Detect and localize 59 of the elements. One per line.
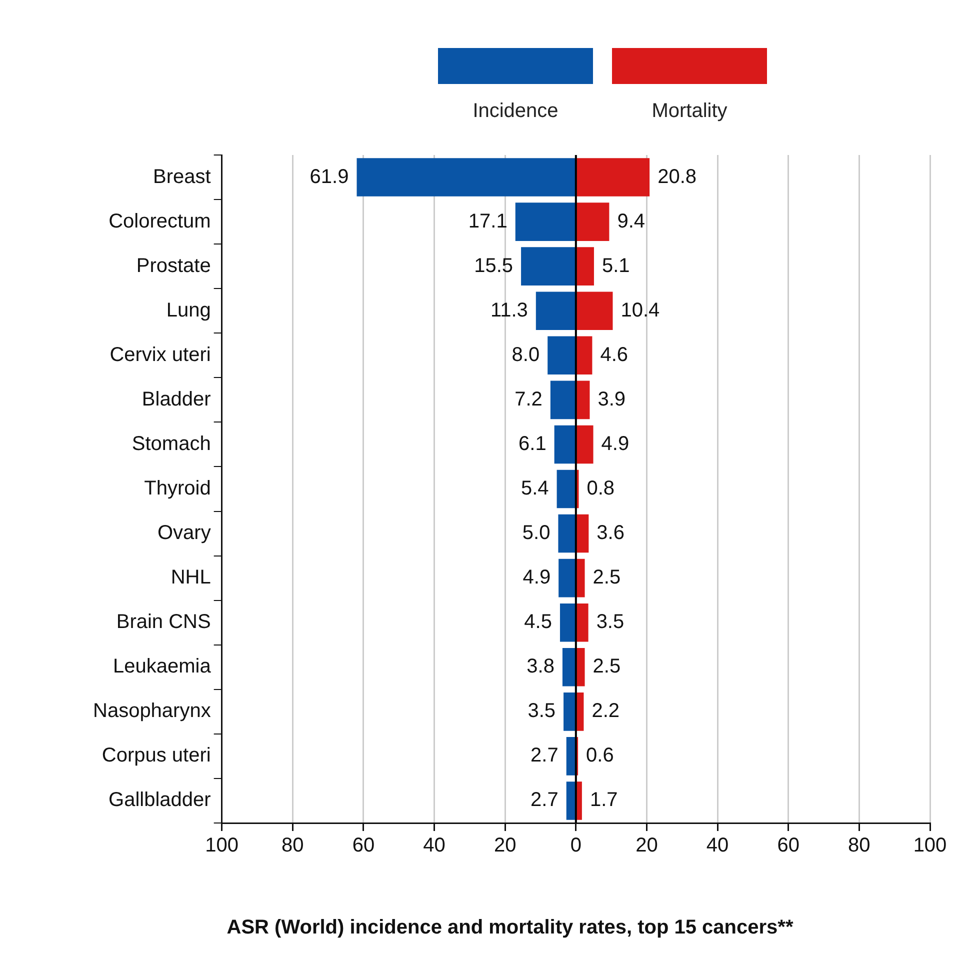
data-label: 3.9 [598, 388, 626, 410]
data-label: 20.8 [658, 166, 697, 188]
x-tick-label: 40 [706, 834, 729, 857]
data-label: 1.7 [590, 789, 618, 812]
data-label: 5.1 [602, 254, 630, 277]
y-tick-label: Leukaemia [113, 656, 212, 678]
data-label: 2.2 [592, 700, 620, 722]
x-tick-label: 0 [570, 834, 582, 857]
annotation: 4.9 [522, 566, 551, 589]
annotation: 17.1 [468, 210, 508, 232]
y-tick-label: NHL [170, 566, 211, 589]
y-tick-label: Stomach [132, 432, 211, 455]
data-label: 2.5 [592, 656, 621, 678]
x-tick-label: 20 [494, 834, 516, 857]
y-tick-label: Brain CNS [116, 611, 211, 634]
x-tick-label: 100 [913, 834, 947, 857]
x-tick-label: 100 [205, 834, 239, 857]
data-label: 4.6 [600, 344, 628, 366]
data-label: 10.4 [620, 299, 660, 322]
annotation: 7.2 [514, 388, 542, 410]
y-tick-label: Gallbladder [108, 789, 212, 812]
data-label: 3.6 [596, 522, 624, 544]
x-tick-label: 80 [282, 834, 304, 857]
y-tick-label: Colorectum [108, 210, 211, 232]
x-tick-label: 60 [352, 834, 375, 857]
annotation: 3.8 [526, 656, 554, 678]
y-tick-label: Ovary [158, 522, 211, 544]
annotation: 11.3 [490, 299, 528, 322]
annotation: 5.4 [520, 478, 549, 500]
annotation: 8.0 [512, 344, 540, 366]
y-tick-label: Breast [153, 166, 212, 188]
annotation: 5.0 [522, 522, 550, 544]
annotation: 15.5 [474, 254, 514, 277]
x-tick-label: 60 [777, 834, 800, 857]
annotation: 4.5 [524, 611, 552, 634]
annotation: 2.7 [530, 744, 558, 767]
annotation: 2.7 [530, 789, 558, 812]
data-label: 3.5 [596, 611, 624, 634]
x-tick-label: 40 [423, 834, 446, 857]
y-tick-label: Nasopharynx [93, 700, 211, 722]
x-tick-label: 80 [848, 834, 870, 857]
series-label: Mortality [652, 100, 728, 123]
annotation: 6.1 [518, 432, 546, 455]
y-tick-label: Corpus uteri [102, 744, 211, 767]
y-tick-label: Bladder [142, 388, 212, 410]
y-tick-label: Thyroid [144, 478, 211, 500]
y-tick-label: Cervix uteri [110, 344, 211, 366]
data-label: 2.5 [592, 566, 621, 589]
text: ASR (World) incidence and mortality rates, top 15 cancers** [226, 916, 794, 939]
annotation: 61.9 [310, 166, 349, 188]
y-tick-label: Prostate [136, 254, 211, 277]
data-label: 0.6 [586, 744, 614, 767]
x-tick-label: 20 [636, 834, 658, 857]
series-label: Incidence [472, 100, 558, 123]
y-tick-label: Lung [166, 299, 211, 322]
annotation: 3.5 [528, 700, 556, 722]
data-label: 9.4 [617, 210, 646, 232]
data-label: 4.9 [601, 432, 630, 455]
data-label: 0.8 [586, 478, 615, 500]
